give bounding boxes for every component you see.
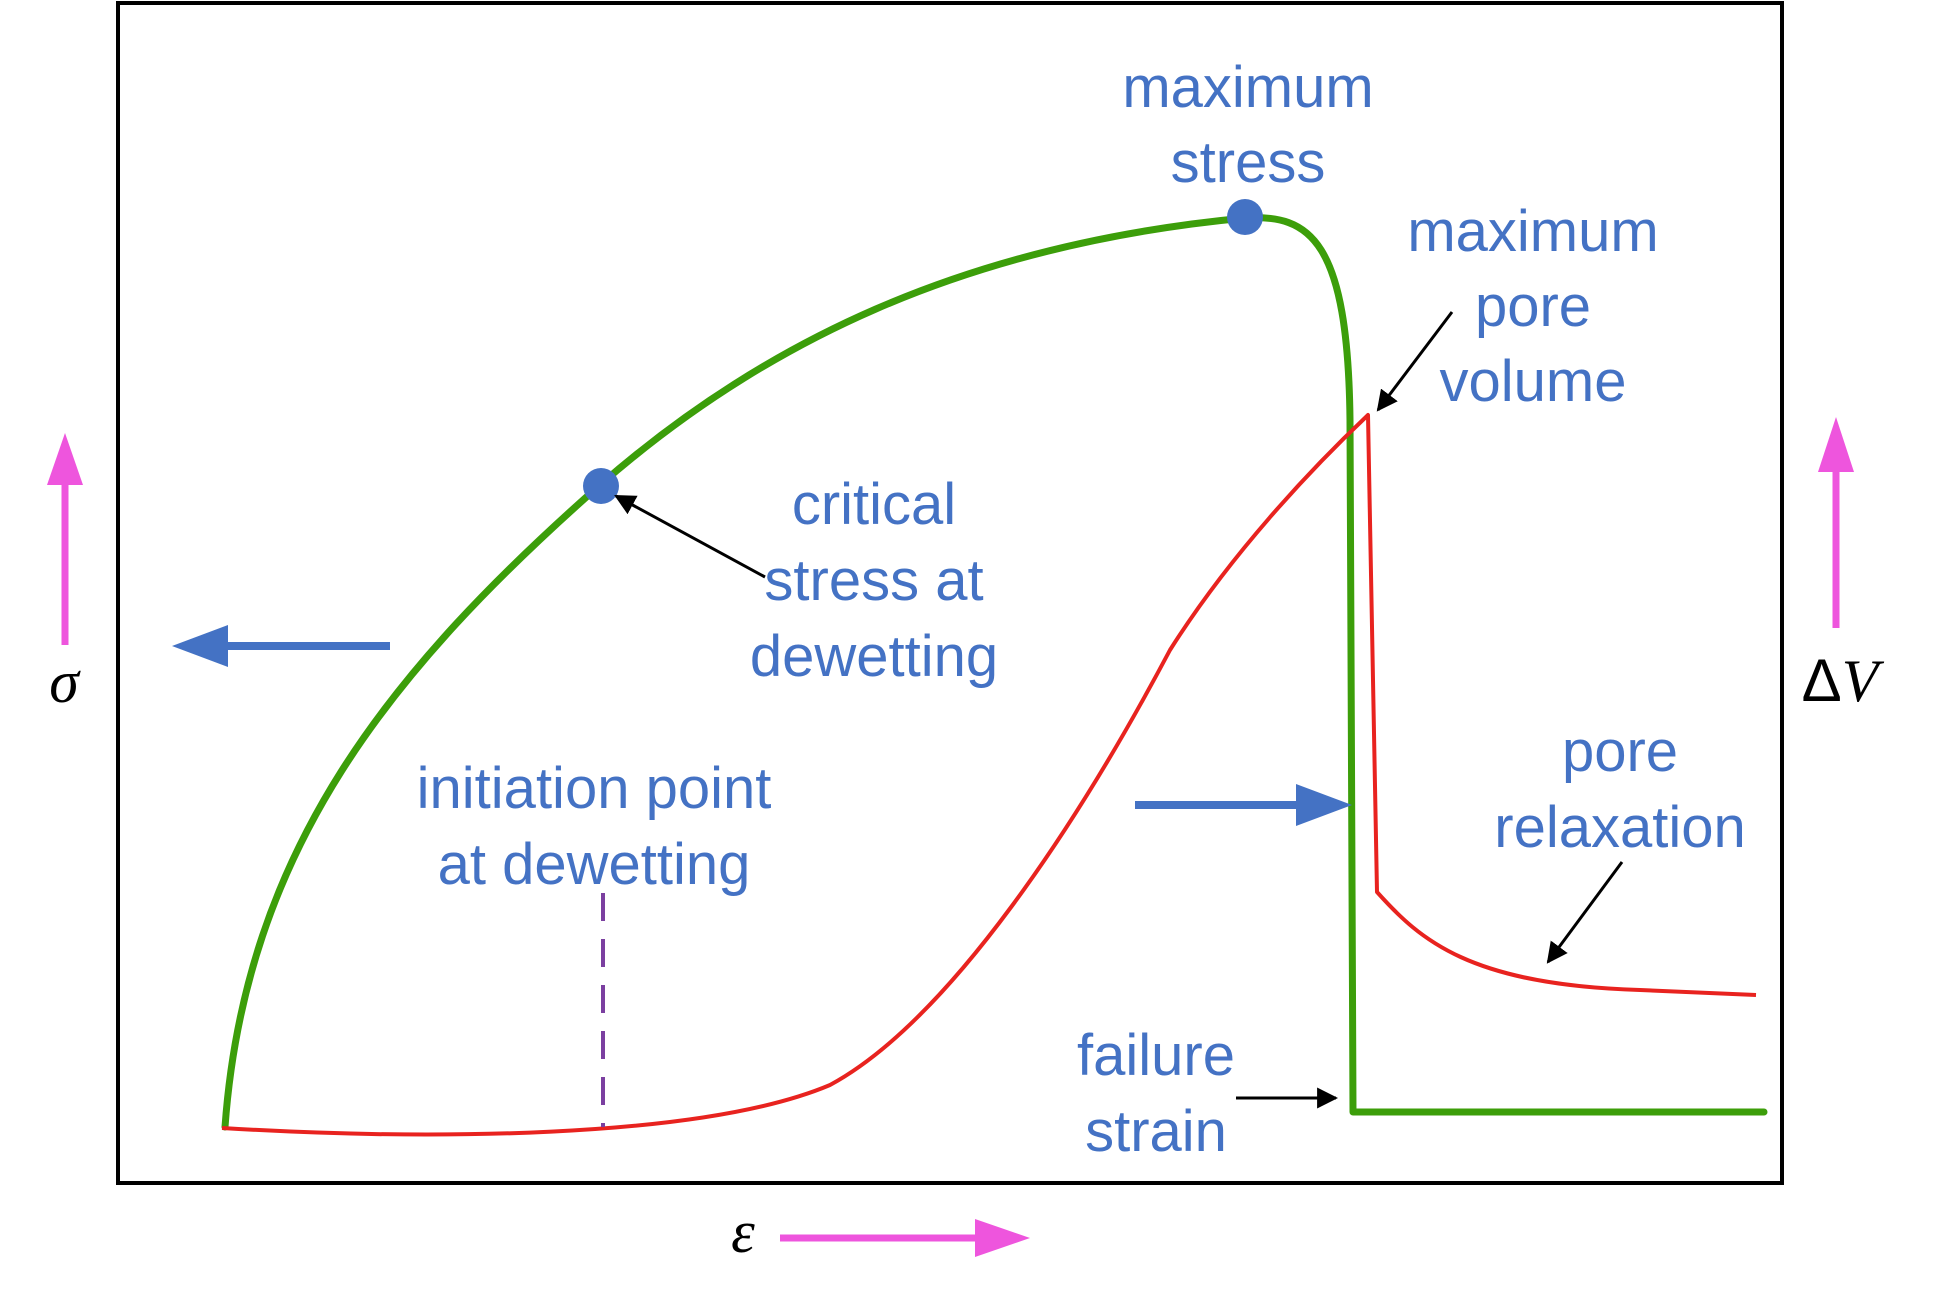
max-pore-pointer-arrow	[1376, 311, 1454, 412]
svg-text:maximum: maximum	[1407, 199, 1658, 264]
volume-axis-arrow-icon	[1818, 417, 1854, 628]
stress-strain-curve	[221, 214, 1768, 1131]
initiation-point-label: initiation point at dewetting	[417, 756, 772, 897]
svg-text:volume: volume	[1440, 349, 1627, 414]
strain-axis-arrow-icon	[780, 1219, 1030, 1257]
svg-text:maximum: maximum	[1122, 55, 1373, 120]
svg-text:strain: strain	[1085, 1099, 1227, 1164]
svg-text:stress at: stress at	[764, 548, 983, 613]
arrow-left-icon	[172, 625, 390, 667]
maximum-stress-label: maximum stress	[1122, 55, 1373, 195]
maximum-stress-marker	[1227, 199, 1263, 235]
svg-text:relaxation: relaxation	[1494, 795, 1745, 860]
critical-stress-marker	[583, 468, 619, 504]
svg-text:failure: failure	[1077, 1023, 1235, 1088]
plot-frame	[116, 1, 1784, 1185]
arrow-right-icon	[1135, 784, 1352, 826]
stress-axis-symbol: σ	[49, 649, 81, 715]
svg-text:critical: critical	[792, 472, 956, 537]
strain-axis-symbol: ε	[731, 1199, 755, 1265]
svg-text:stress: stress	[1171, 130, 1326, 195]
pore-relaxation-label: pore relaxation	[1494, 719, 1745, 860]
svg-text:at dewetting: at dewetting	[438, 832, 751, 897]
critical-pointer-arrow	[614, 494, 766, 579]
pore-volume-curve	[221, 413, 1757, 1137]
failure-strain-label: failure strain	[1077, 1023, 1235, 1164]
svg-text:initiation point: initiation point	[417, 756, 772, 821]
svg-text:pore: pore	[1475, 274, 1591, 339]
svg-text:dewetting: dewetting	[750, 624, 998, 689]
stress-axis-arrow-icon	[47, 433, 83, 645]
critical-stress-label: critical stress at dewetting	[750, 472, 998, 689]
svg-text:pore: pore	[1562, 719, 1678, 784]
relaxation-pointer-arrow	[1546, 861, 1624, 964]
maximum-pore-volume-label: maximum pore volume	[1407, 199, 1658, 414]
label-panels	[375, 40, 1735, 1180]
volume-axis-symbol: ΔV	[1802, 647, 1885, 714]
